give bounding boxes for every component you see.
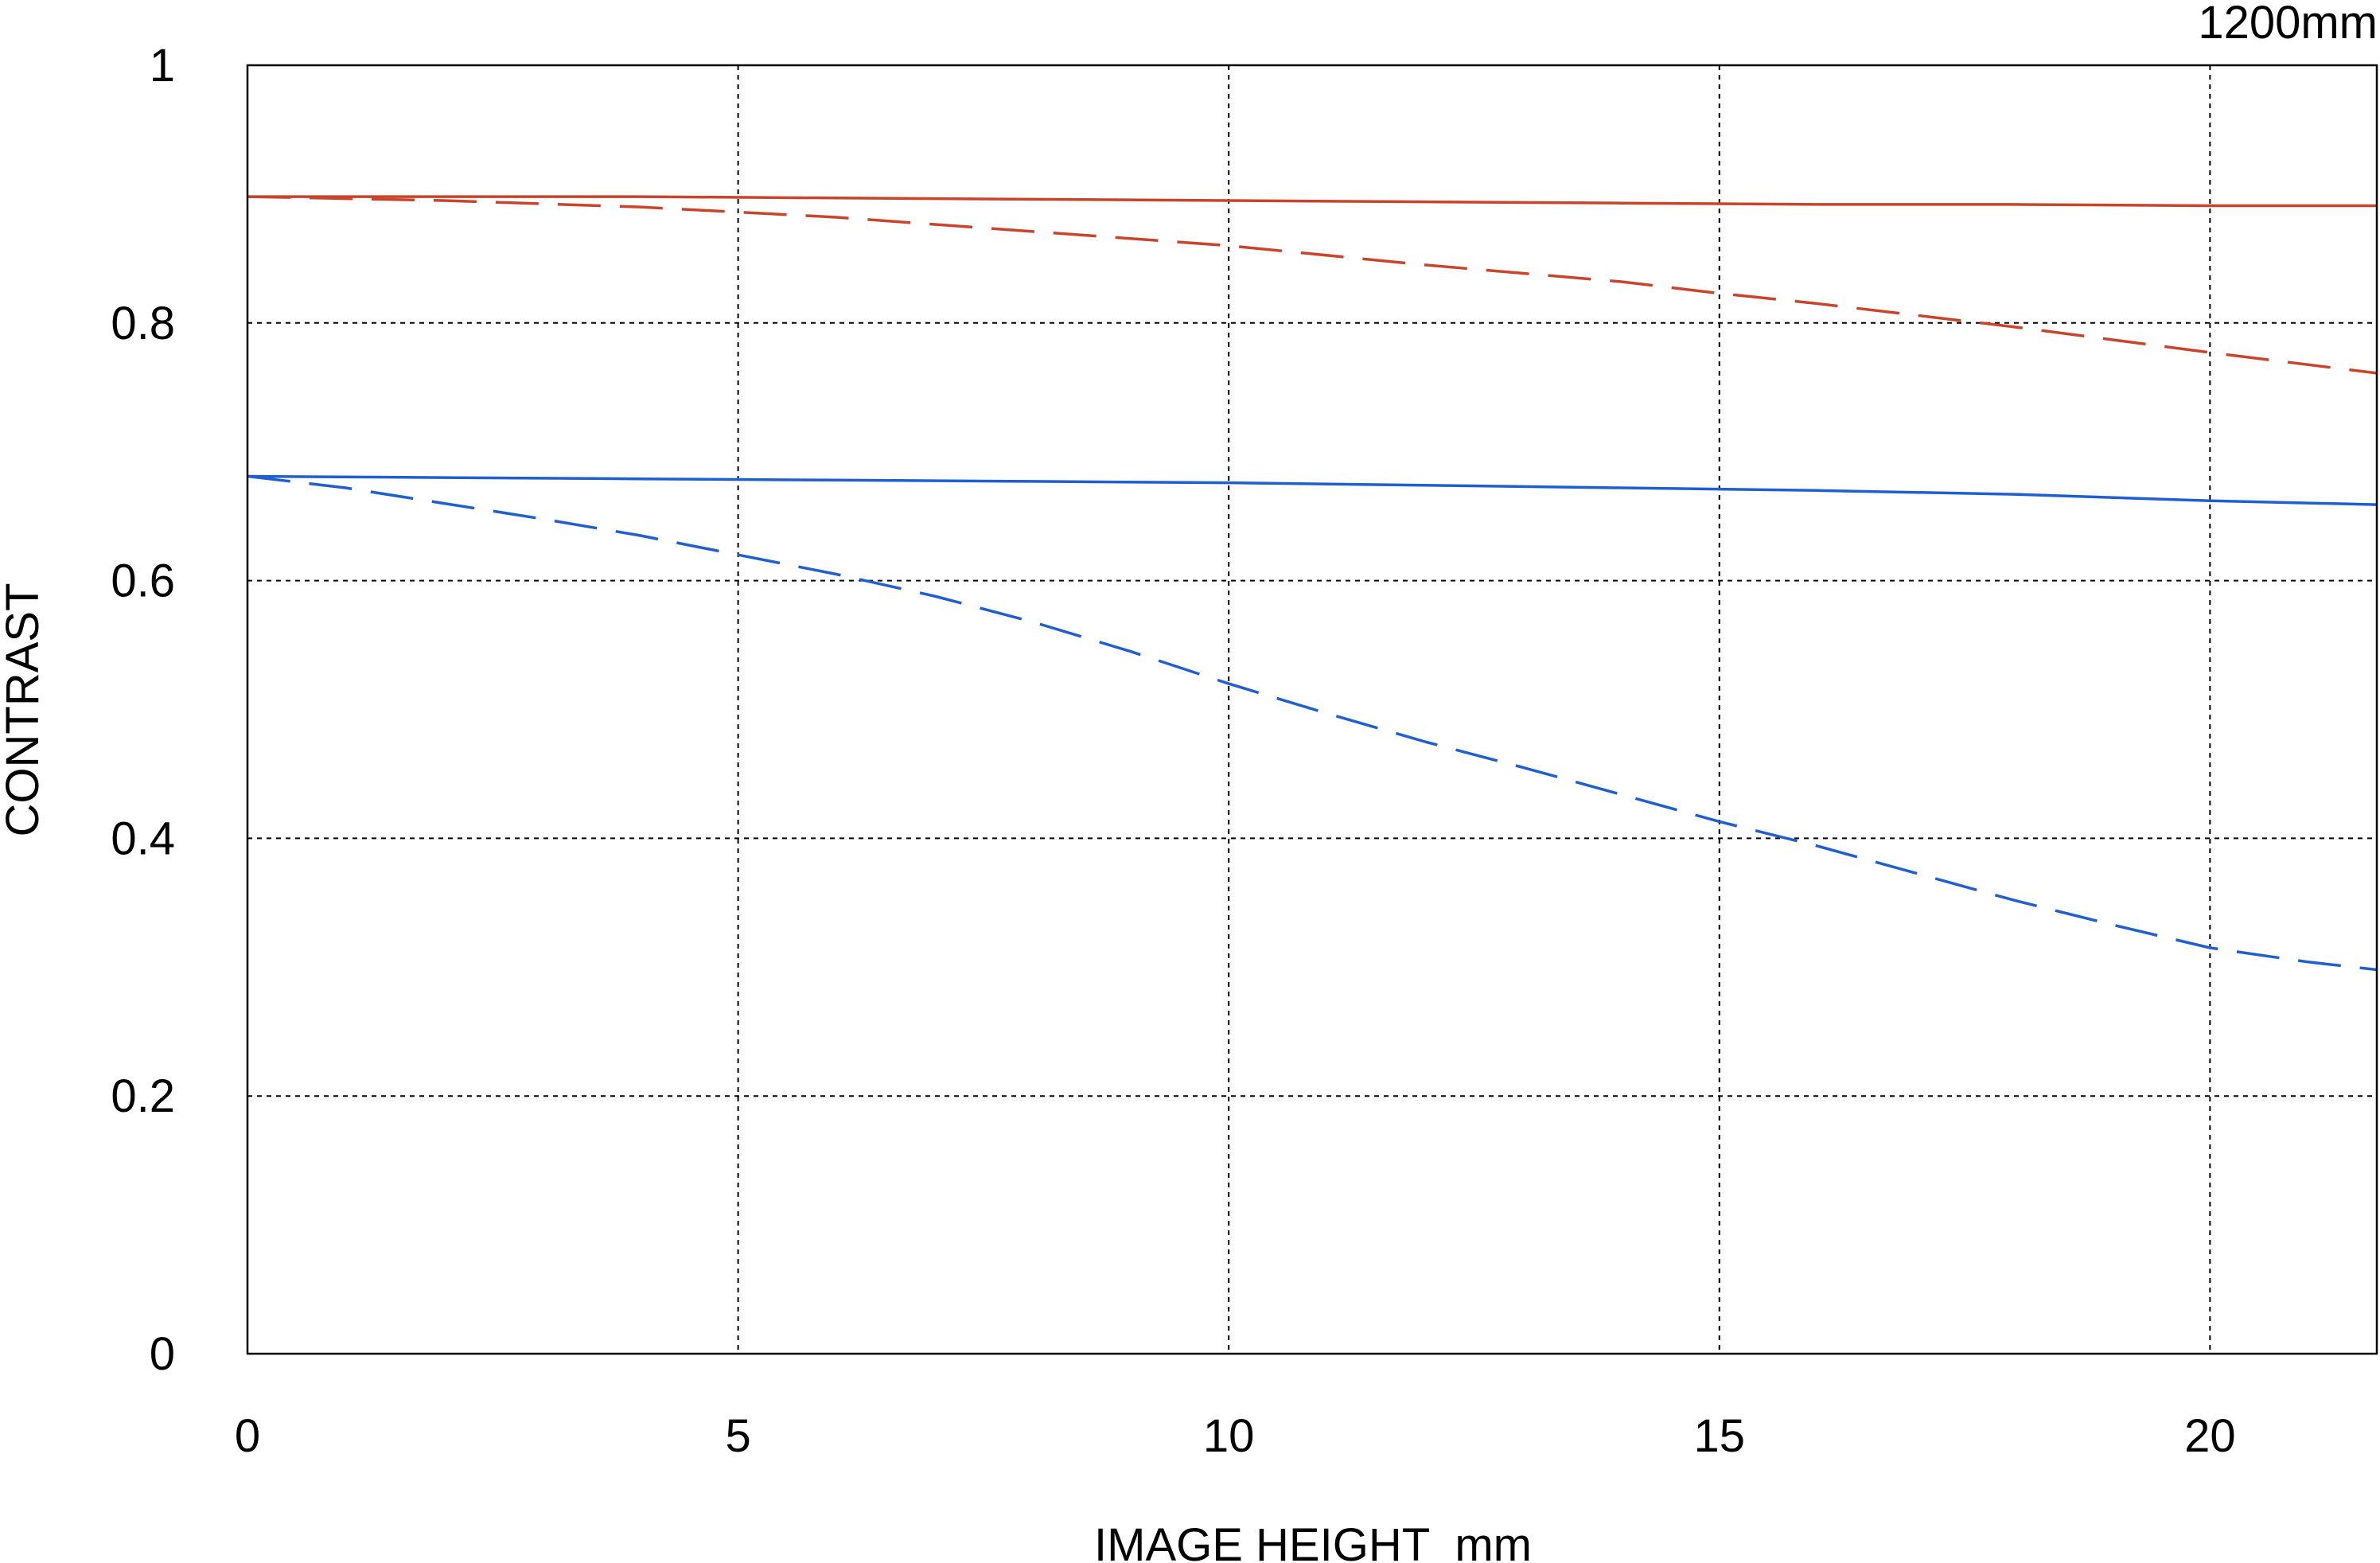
series-lines — [247, 195, 2378, 972]
series-line-4 — [247, 474, 2378, 972]
series-line-2 — [247, 195, 2378, 375]
y-tick-label: 0.8 — [111, 298, 175, 349]
series-line-1 — [247, 195, 2377, 208]
x-tick-label: 0 — [235, 1410, 260, 1462]
x-axis-title: IMAGE HEIGHT mm — [1094, 1519, 1532, 1563]
x-tick-label: 5 — [725, 1410, 750, 1462]
x-tick-label: 15 — [1694, 1410, 1746, 1462]
y-tick-label: 1 — [150, 40, 175, 92]
y-axis-title: CONTRAST — [0, 583, 49, 837]
series-line-3 — [247, 474, 2378, 506]
x-tick-label: 10 — [1203, 1410, 1255, 1462]
focal-length-label: 1200mm — [2198, 0, 2378, 49]
y-tick-label: 0.6 — [111, 555, 175, 607]
y-tick-label: 0.2 — [111, 1070, 175, 1122]
x-tick-label: 20 — [2184, 1410, 2236, 1462]
plot-frame — [246, 64, 2378, 1355]
y-tick-label: 0.4 — [111, 813, 175, 864]
y-tick-label: 0 — [150, 1328, 175, 1380]
grid — [247, 65, 2377, 1354]
tick-labels: 0 5 10 15 20 0 0.2 0.4 0.6 0.8 1 — [111, 40, 2235, 1462]
